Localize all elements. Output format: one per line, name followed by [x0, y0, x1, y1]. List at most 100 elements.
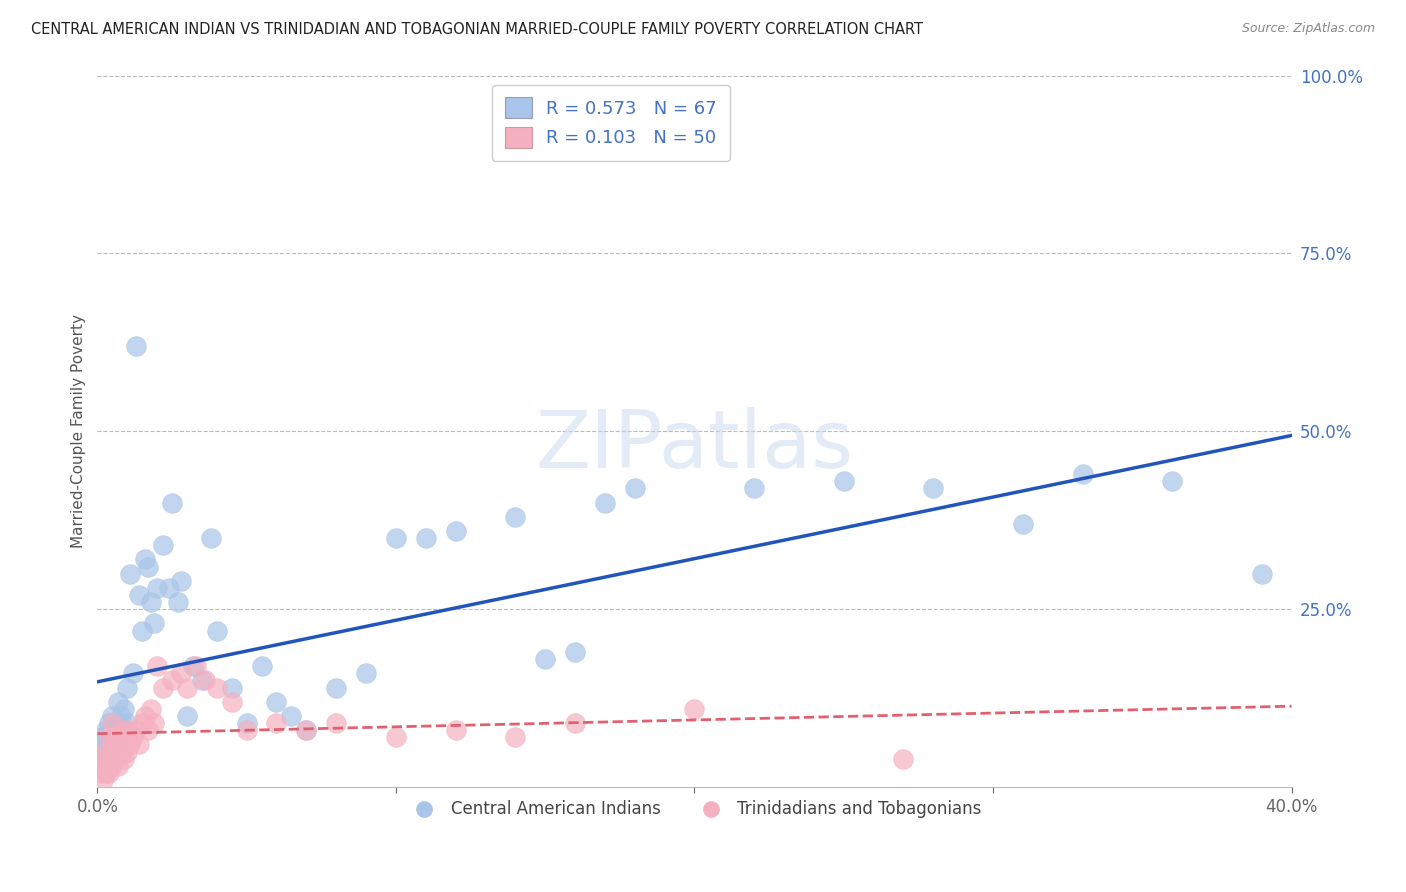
Point	[91, 731, 114, 745]
Point	[564, 716, 586, 731]
Point	[91, 752, 114, 766]
Point	[623, 481, 645, 495]
Point	[295, 723, 318, 738]
Point	[534, 652, 557, 666]
Point	[139, 702, 162, 716]
Point	[415, 531, 437, 545]
Point	[89, 738, 111, 752]
Point	[112, 702, 135, 716]
Point	[128, 738, 150, 752]
Point	[101, 731, 124, 745]
Point	[131, 716, 153, 731]
Point	[104, 745, 127, 759]
Point	[112, 723, 135, 738]
Point	[98, 759, 121, 773]
Point	[101, 759, 124, 773]
Point	[160, 495, 183, 509]
Point	[89, 759, 111, 773]
Point	[1250, 566, 1272, 581]
Point	[354, 666, 377, 681]
Text: Source: ZipAtlas.com: Source: ZipAtlas.com	[1241, 22, 1375, 36]
Point	[325, 681, 347, 695]
Point	[505, 731, 527, 745]
Point	[250, 659, 273, 673]
Point	[146, 659, 169, 673]
Point	[134, 552, 156, 566]
Point	[221, 681, 243, 695]
Point	[832, 474, 855, 488]
Point	[893, 752, 915, 766]
Point	[112, 731, 135, 745]
Point	[96, 723, 118, 738]
Y-axis label: Married-Couple Family Poverty: Married-Couple Family Poverty	[72, 314, 86, 549]
Point	[152, 681, 174, 695]
Point	[152, 538, 174, 552]
Legend: Central American Indians, Trinidadians and Tobagonians: Central American Indians, Trinidadians a…	[401, 794, 988, 825]
Point	[136, 559, 159, 574]
Point	[1161, 474, 1184, 488]
Point	[115, 681, 138, 695]
Point	[221, 695, 243, 709]
Point	[107, 738, 129, 752]
Point	[143, 616, 166, 631]
Point	[176, 681, 198, 695]
Point	[146, 581, 169, 595]
Point	[110, 723, 132, 738]
Point	[200, 531, 222, 545]
Point	[205, 681, 228, 695]
Point	[101, 716, 124, 731]
Point	[205, 624, 228, 638]
Point	[107, 695, 129, 709]
Point	[194, 673, 217, 688]
Point	[280, 709, 302, 723]
Point	[266, 716, 288, 731]
Point	[115, 745, 138, 759]
Point	[101, 752, 124, 766]
Point	[1011, 516, 1033, 531]
Point	[98, 752, 121, 766]
Point	[160, 673, 183, 688]
Point	[134, 709, 156, 723]
Point	[444, 723, 467, 738]
Point	[101, 709, 124, 723]
Point	[104, 723, 127, 738]
Point	[191, 673, 214, 688]
Point	[235, 716, 257, 731]
Point	[96, 745, 118, 759]
Point	[295, 723, 318, 738]
Point	[593, 495, 616, 509]
Point	[167, 595, 190, 609]
Point	[181, 659, 204, 673]
Point	[107, 759, 129, 773]
Point	[157, 581, 180, 595]
Point	[104, 752, 127, 766]
Point	[110, 745, 132, 759]
Text: CENTRAL AMERICAN INDIAN VS TRINIDADIAN AND TOBAGONIAN MARRIED-COUPLE FAMILY POVE: CENTRAL AMERICAN INDIAN VS TRINIDADIAN A…	[31, 22, 922, 37]
Point	[125, 339, 148, 353]
Point	[385, 731, 408, 745]
Point	[122, 666, 145, 681]
Point	[91, 759, 114, 773]
Point	[110, 731, 132, 745]
Point	[184, 659, 207, 673]
Point	[564, 645, 586, 659]
Point	[128, 588, 150, 602]
Point	[235, 723, 257, 738]
Point	[96, 766, 118, 780]
Point	[120, 566, 142, 581]
Point	[98, 738, 121, 752]
Text: ZIPatlas: ZIPatlas	[536, 407, 853, 484]
Point	[91, 772, 114, 787]
Point	[115, 723, 138, 738]
Point	[98, 766, 121, 780]
Point	[143, 716, 166, 731]
Point	[176, 709, 198, 723]
Point	[139, 595, 162, 609]
Point	[122, 731, 145, 745]
Point	[385, 531, 408, 545]
Point	[115, 716, 138, 731]
Point	[104, 731, 127, 745]
Point	[922, 481, 945, 495]
Point	[96, 766, 118, 780]
Point	[107, 738, 129, 752]
